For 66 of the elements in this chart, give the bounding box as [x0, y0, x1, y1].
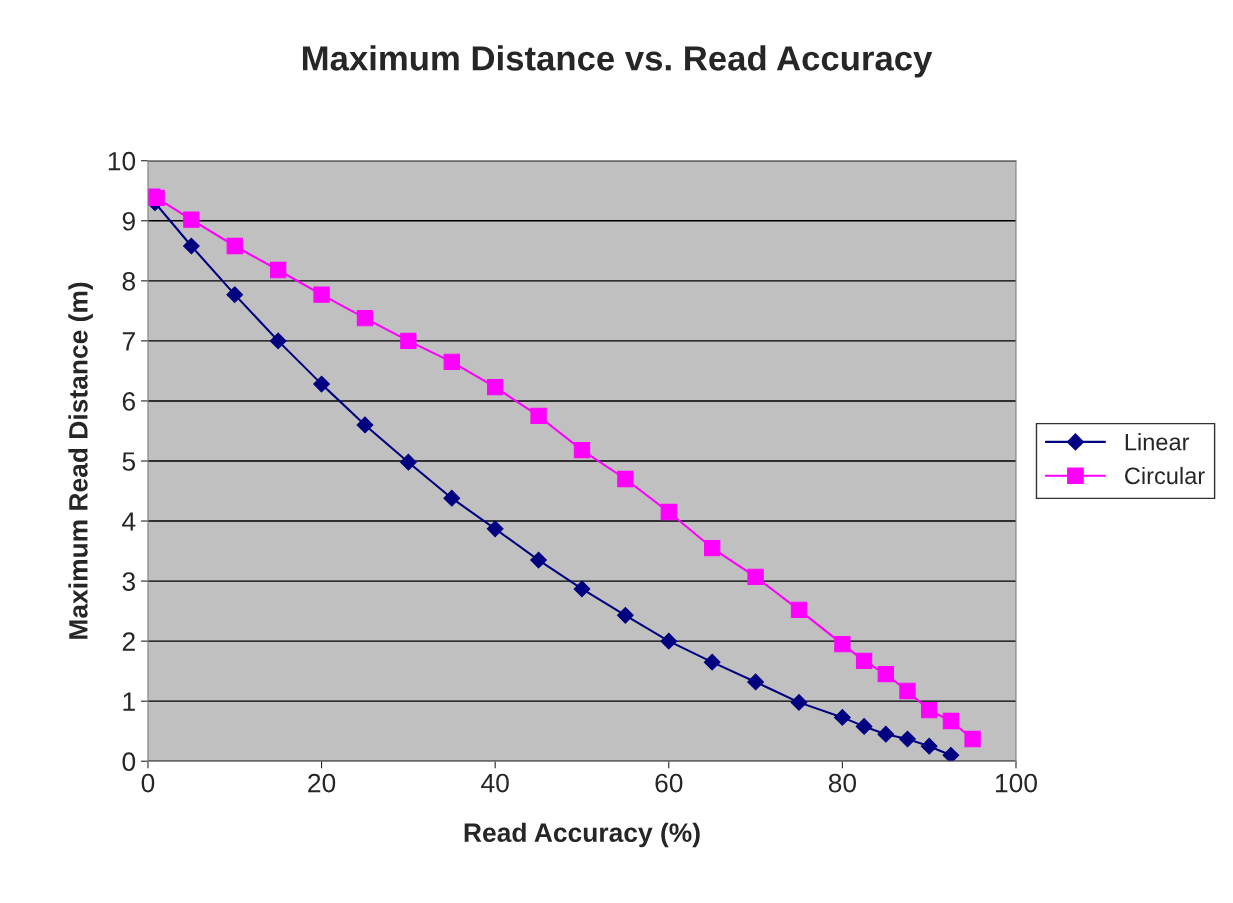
point — [148, 189, 165, 207]
point — [487, 378, 504, 396]
point — [899, 682, 916, 700]
point — [942, 746, 960, 762]
point — [530, 551, 547, 569]
point — [790, 601, 808, 619]
x-tick-label: 80 — [828, 773, 857, 793]
point — [942, 712, 960, 730]
point — [356, 309, 374, 327]
x-tick-label: 20 — [308, 773, 336, 793]
y-tick-label: 3 — [122, 572, 135, 591]
y-tick-label: 5 — [122, 452, 136, 471]
legend-label: Circular — [1125, 466, 1205, 485]
y-tick-label: 9 — [122, 211, 135, 231]
point — [617, 606, 634, 624]
x-axis-title: Read Accuracy (%) — [464, 822, 700, 848]
y-tick-label: 6 — [122, 392, 135, 411]
point — [313, 286, 330, 303]
legend-label: Linear — [1125, 433, 1190, 451]
point — [747, 568, 764, 586]
point — [573, 442, 591, 459]
point — [530, 407, 547, 425]
y-tick-label: 7 — [122, 332, 135, 351]
x-tick-label: 0 — [141, 773, 155, 793]
point — [704, 539, 721, 557]
x-tick-label: 40 — [481, 773, 509, 793]
point — [400, 332, 417, 350]
point — [399, 453, 417, 471]
point — [183, 211, 200, 228]
point — [747, 673, 764, 691]
point — [790, 694, 808, 711]
point — [443, 489, 461, 507]
point — [703, 653, 721, 671]
point — [855, 718, 873, 735]
y-tick-label: 0 — [122, 752, 136, 772]
point — [182, 237, 200, 255]
point — [356, 416, 374, 434]
point — [313, 375, 330, 393]
point — [270, 261, 287, 279]
x-tick-label: 60 — [655, 773, 683, 793]
y-tick-label: 10 — [108, 151, 136, 171]
point — [877, 725, 895, 743]
y-tick-label: 1 — [123, 692, 135, 711]
chart-title: Maximum Distance vs. Read Accuracy — [302, 45, 933, 78]
point — [920, 737, 938, 755]
x-tick-label: 100 — [995, 773, 1037, 793]
point — [573, 580, 591, 598]
point — [443, 353, 460, 371]
y-axis-title: Maximum Read Distance (m) — [68, 282, 93, 639]
point — [855, 652, 873, 670]
y-tick-label: 4 — [122, 512, 136, 531]
point — [834, 709, 851, 726]
point — [899, 730, 916, 748]
point — [269, 332, 287, 350]
point — [834, 635, 851, 653]
point — [964, 730, 981, 748]
point — [617, 470, 634, 488]
point — [226, 237, 243, 255]
point — [660, 503, 677, 521]
y-tick-label: 8 — [122, 271, 136, 291]
point — [486, 520, 504, 538]
point — [877, 666, 894, 683]
point — [921, 702, 938, 719]
point — [226, 286, 244, 304]
point — [660, 632, 678, 650]
y-tick-label: 2 — [122, 632, 135, 651]
